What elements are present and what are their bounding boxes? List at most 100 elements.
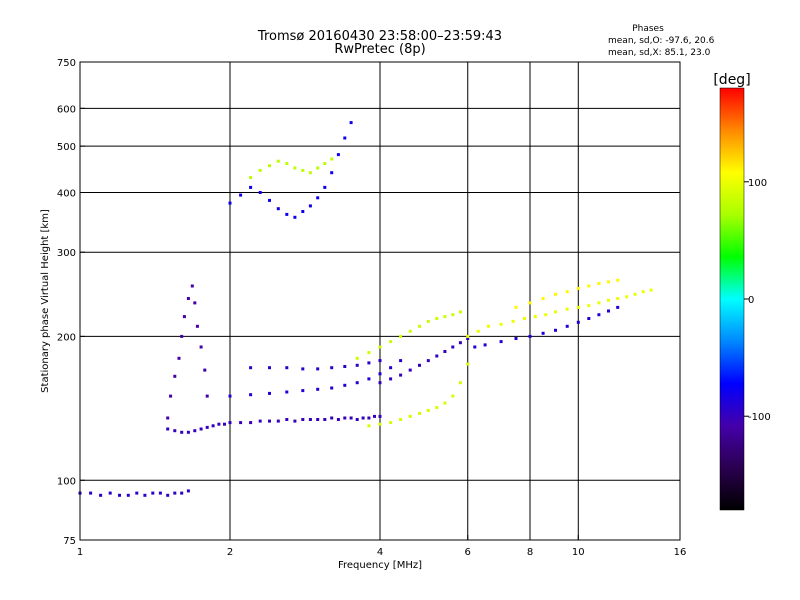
data-point: [565, 290, 569, 294]
y-axis-ticks: 75 100 200 300 400 500 600 750: [57, 58, 85, 547]
data-point: [173, 429, 177, 433]
data-point: [458, 310, 462, 314]
y-tick-label: 750: [57, 58, 76, 69]
data-point: [186, 297, 190, 300]
phases-heading: Phases: [632, 24, 664, 34]
data-point: [169, 394, 173, 398]
data-point: [285, 390, 289, 394]
data-point: [258, 419, 262, 423]
data-point: [343, 365, 347, 368]
y-axis-label: Stationary phase Virtual Height [km]: [40, 209, 51, 393]
data-point: [435, 406, 439, 409]
data-point: [486, 324, 490, 328]
data-point: [223, 422, 226, 426]
data-point: [180, 334, 184, 338]
data-point: [166, 416, 170, 420]
data-point: [343, 383, 347, 387]
scatter-points: [78, 121, 653, 497]
data-point: [587, 304, 591, 308]
data-point: [180, 491, 184, 495]
data-point: [451, 345, 455, 349]
data-point: [211, 424, 215, 428]
data-point: [330, 416, 334, 420]
data-point: [249, 393, 253, 397]
data-point: [285, 162, 289, 165]
data-point: [173, 491, 177, 495]
y-tick-label: 400: [57, 188, 76, 199]
data-point: [408, 414, 412, 418]
data-point: [336, 153, 340, 157]
data-point: [268, 198, 271, 202]
data-point: [616, 297, 620, 300]
data-point: [193, 429, 197, 433]
data-point: [316, 166, 320, 170]
x-tick-label: 8: [527, 547, 533, 558]
data-point: [361, 416, 365, 420]
data-point: [367, 416, 371, 420]
data-point: [330, 386, 334, 390]
data-point: [616, 278, 620, 282]
colorbar-tick-label: 0: [748, 295, 754, 306]
phases-x-line: mean, sd,X: 85.1, 23.0: [608, 48, 711, 58]
data-point: [323, 418, 327, 421]
data-point: [316, 367, 320, 371]
data-point: [118, 493, 121, 497]
data-point: [268, 419, 271, 423]
data-point: [418, 324, 421, 328]
data-point: [528, 301, 532, 305]
data-point: [389, 377, 393, 381]
x-tick-label: 10: [572, 547, 585, 558]
data-point: [239, 421, 243, 425]
data-point: [343, 136, 347, 140]
data-point: [330, 366, 334, 370]
data-point: [587, 284, 591, 288]
data-point: [408, 368, 412, 372]
data-point: [301, 168, 305, 172]
data-point: [597, 282, 601, 285]
data-point: [355, 363, 359, 367]
data-point: [199, 345, 203, 349]
data-point: [458, 341, 462, 345]
data-point: [343, 416, 347, 420]
data-point: [276, 419, 280, 423]
data-point: [616, 305, 620, 309]
data-point: [565, 324, 569, 328]
data-point: [301, 389, 305, 393]
data-point: [554, 310, 557, 314]
data-point: [323, 185, 327, 189]
data-point: [389, 421, 393, 425]
data-point: [135, 491, 139, 495]
data-point: [285, 418, 289, 421]
grid-lines: [80, 62, 680, 540]
y-tick-label: 100: [57, 476, 76, 487]
data-point: [541, 297, 545, 300]
data-point: [378, 345, 382, 349]
data-point: [466, 362, 470, 366]
y-tick-label: 500: [57, 142, 76, 153]
data-point: [554, 328, 557, 332]
data-point: [466, 337, 470, 340]
data-point: [249, 421, 253, 425]
data-point: [205, 394, 209, 398]
colorbar: [719, 87, 745, 511]
data-point: [426, 408, 430, 412]
data-point: [158, 491, 162, 495]
data-point: [514, 337, 518, 340]
data-point: [378, 372, 382, 376]
data-point: [565, 307, 569, 311]
data-point: [186, 489, 190, 493]
chart-title: Tromsø 20160430 23:58:00–23:59:43: [257, 29, 502, 44]
data-point: [399, 334, 403, 338]
data-point: [143, 493, 147, 497]
data-point: [166, 427, 170, 431]
data-point: [597, 301, 601, 305]
data-point: [330, 157, 334, 161]
data-point: [408, 329, 412, 333]
data-point: [476, 329, 480, 333]
colorbar-ticks: 100 0 -100: [744, 178, 771, 423]
data-point: [378, 381, 382, 385]
data-point: [541, 331, 545, 335]
data-point: [199, 427, 203, 431]
data-point: [177, 356, 181, 360]
